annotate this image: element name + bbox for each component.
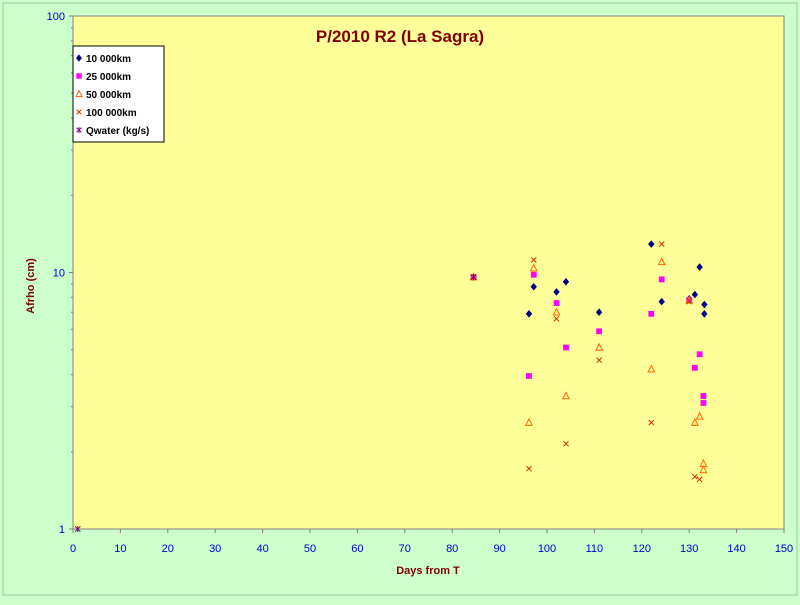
data-point bbox=[658, 276, 665, 283]
data-points bbox=[74, 240, 708, 533]
data-point bbox=[563, 440, 569, 447]
data-point bbox=[691, 290, 699, 299]
plot-area bbox=[72, 15, 785, 530]
data-point bbox=[76, 127, 82, 133]
x-tick-label: 50 bbox=[304, 543, 316, 555]
data-point bbox=[690, 417, 699, 426]
data-point bbox=[76, 54, 82, 62]
series-1 bbox=[470, 271, 707, 406]
legend-label: 50 000km bbox=[86, 90, 131, 101]
x-tick-label: 70 bbox=[399, 543, 411, 555]
y-tick-label: 10 bbox=[53, 268, 65, 280]
x-tick-label: 140 bbox=[727, 543, 745, 555]
data-point bbox=[657, 257, 666, 266]
legend-label: 10 000km bbox=[86, 54, 131, 65]
data-point bbox=[686, 297, 693, 304]
x-tick-label: 30 bbox=[209, 543, 221, 555]
data-point bbox=[526, 373, 532, 379]
x-axis-title: Days from T bbox=[396, 565, 460, 577]
legend-entry: 25 000km bbox=[76, 72, 131, 83]
data-point bbox=[553, 315, 560, 322]
data-point bbox=[76, 109, 82, 115]
data-point bbox=[74, 525, 81, 533]
x-tick-label: 100 bbox=[538, 543, 556, 555]
data-point bbox=[647, 364, 656, 373]
data-point bbox=[75, 89, 83, 98]
series-3 bbox=[470, 241, 703, 483]
data-point bbox=[658, 297, 665, 306]
x-tick-label: 20 bbox=[162, 543, 174, 555]
data-point bbox=[701, 310, 708, 318]
data-point bbox=[470, 273, 477, 281]
legend-label: 25 000km bbox=[86, 72, 131, 83]
tick-labels: 0 10 20 30 40 50 60 70 80 90 100 110 120 130 140 150110… bbox=[47, 11, 794, 555]
data-point bbox=[691, 364, 698, 371]
x-tick-label: 90 bbox=[493, 543, 505, 555]
y-tick-label: 1 bbox=[59, 524, 65, 536]
x-tick-label: 120 bbox=[633, 543, 651, 555]
legend: 10 000km 25 000km 50 000km 100 000km Qwater … bbox=[72, 45, 165, 143]
x-tick-label: 0 bbox=[70, 543, 76, 555]
data-point bbox=[658, 241, 665, 248]
x-tick-label: 110 bbox=[586, 543, 604, 555]
y-tick-label: 100 bbox=[47, 11, 65, 23]
data-point bbox=[691, 473, 698, 480]
data-point bbox=[525, 310, 533, 318]
chart-outer-border bbox=[2, 2, 798, 596]
data-point bbox=[561, 391, 570, 400]
data-point bbox=[700, 400, 707, 406]
legend-entry: Qwater (kg/s) bbox=[76, 126, 149, 137]
x-tick-label: 150 bbox=[775, 543, 793, 555]
data-point bbox=[530, 256, 537, 263]
data-point bbox=[529, 263, 538, 272]
data-point bbox=[595, 308, 603, 317]
x-tick-label: 130 bbox=[680, 543, 698, 555]
data-point bbox=[686, 298, 693, 305]
data-point bbox=[700, 393, 707, 399]
data-point bbox=[552, 307, 561, 316]
data-point bbox=[696, 263, 703, 271]
x-tick-label: 40 bbox=[256, 543, 268, 555]
data-point bbox=[696, 476, 703, 483]
legend-label: 100 000km bbox=[86, 108, 137, 119]
x-tick-label: 80 bbox=[446, 543, 458, 555]
data-point bbox=[699, 465, 708, 474]
data-point bbox=[696, 351, 703, 358]
data-point bbox=[524, 417, 533, 426]
legend-entry: 50 000km bbox=[75, 89, 131, 101]
legend-label: Qwater (kg/s) bbox=[86, 126, 149, 137]
data-point bbox=[76, 73, 82, 79]
data-point bbox=[562, 277, 570, 286]
data-point bbox=[530, 282, 537, 291]
data-point bbox=[553, 300, 560, 306]
data-point bbox=[526, 465, 532, 472]
data-point bbox=[530, 271, 537, 278]
data-point bbox=[701, 300, 708, 309]
data-point bbox=[695, 411, 704, 420]
data-point bbox=[596, 357, 603, 364]
chart-title: P/2010 R2 (La Sagra) bbox=[316, 27, 484, 46]
data-point bbox=[563, 344, 569, 351]
x-tick-label: 60 bbox=[351, 543, 363, 555]
legend-entry: 100 000km bbox=[76, 108, 137, 119]
y-axis-title: Afrho (cm) bbox=[25, 258, 37, 314]
legend-box bbox=[72, 45, 165, 143]
series-4 bbox=[74, 273, 477, 533]
data-point bbox=[595, 342, 604, 351]
data-point bbox=[596, 328, 603, 335]
data-point bbox=[648, 419, 655, 426]
legend-entry: 10 000km bbox=[76, 54, 131, 65]
x-tick-label: 10 bbox=[114, 543, 126, 555]
data-point bbox=[648, 310, 655, 317]
data-point bbox=[553, 288, 560, 296]
data-point bbox=[648, 240, 655, 248]
